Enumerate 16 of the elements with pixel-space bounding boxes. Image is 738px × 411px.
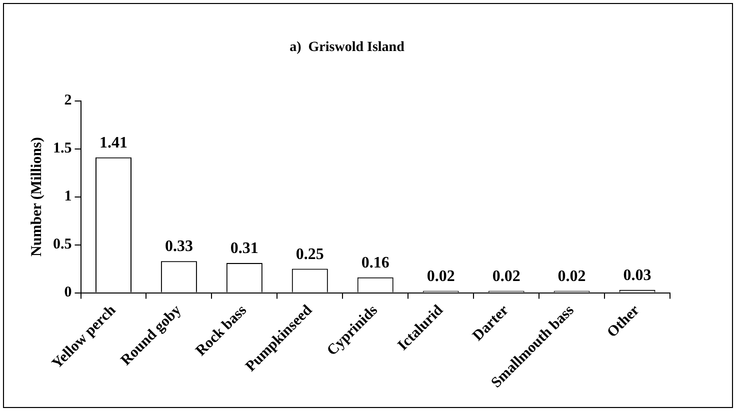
y-tick-label: 1.5 <box>53 140 72 157</box>
data-label: 1.41 <box>99 134 128 152</box>
data-label: 0.16 <box>361 254 390 272</box>
data-label: 0.25 <box>296 246 324 263</box>
chart-title: a) Griswold Island <box>290 40 405 56</box>
data-label: 0.02 <box>426 268 455 285</box>
y-tick-label: 0 <box>64 284 72 301</box>
y-tick-label: 1 <box>64 188 72 205</box>
data-label: 0.02 <box>492 268 520 285</box>
y-tick-label: 2 <box>64 92 72 109</box>
y-axis-title: Number (Millions) <box>28 137 45 256</box>
data-label: 0.33 <box>164 238 193 256</box>
data-label: 0.31 <box>230 240 258 258</box>
data-label: 0.02 <box>558 268 586 285</box>
y-tick-label: 0.5 <box>53 236 72 253</box>
data-label: 0.03 <box>623 267 652 284</box>
